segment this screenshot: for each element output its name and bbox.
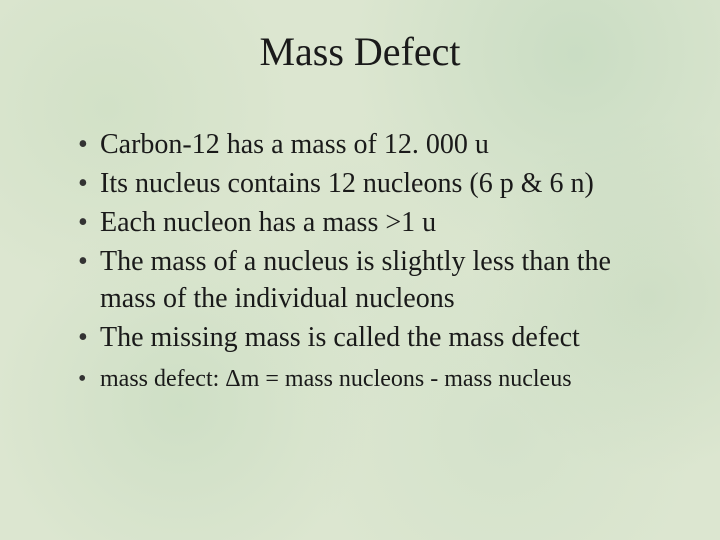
list-item: mass defect: Δm = mass nucleons - mass n…: [78, 363, 660, 395]
list-item: The mass of a nucleus is slightly less t…: [78, 244, 660, 318]
bullet-text: Carbon-12 has a mass of 12. 000 u: [100, 129, 489, 160]
slide-content: Carbon-12 has a mass of 12. 000 u Its nu…: [0, 83, 720, 395]
sub-bullet-text: mass defect: Δm = mass nucleons - mass n…: [100, 366, 572, 392]
slide: Mass Defect Carbon-12 has a mass of 12. …: [0, 0, 720, 540]
slide-title: Mass Defect: [0, 0, 720, 83]
list-item: The missing mass is called the mass defe…: [78, 320, 660, 357]
sub-bullet-list: mass defect: Δm = mass nucleons - mass n…: [78, 363, 660, 395]
bullet-text: Each nucleon has a mass >1 u: [100, 207, 436, 238]
bullet-text: Its nucleus contains 12 nucleons (6 p & …: [100, 168, 594, 199]
bullet-list: Carbon-12 has a mass of 12. 000 u Its nu…: [78, 127, 660, 357]
bullet-text: The mass of a nucleus is slightly less t…: [100, 246, 611, 314]
list-item: Carbon-12 has a mass of 12. 000 u: [78, 127, 660, 164]
bullet-text: The missing mass is called the mass defe…: [100, 322, 580, 353]
list-item: Each nucleon has a mass >1 u: [78, 205, 660, 242]
list-item: Its nucleus contains 12 nucleons (6 p & …: [78, 166, 660, 203]
